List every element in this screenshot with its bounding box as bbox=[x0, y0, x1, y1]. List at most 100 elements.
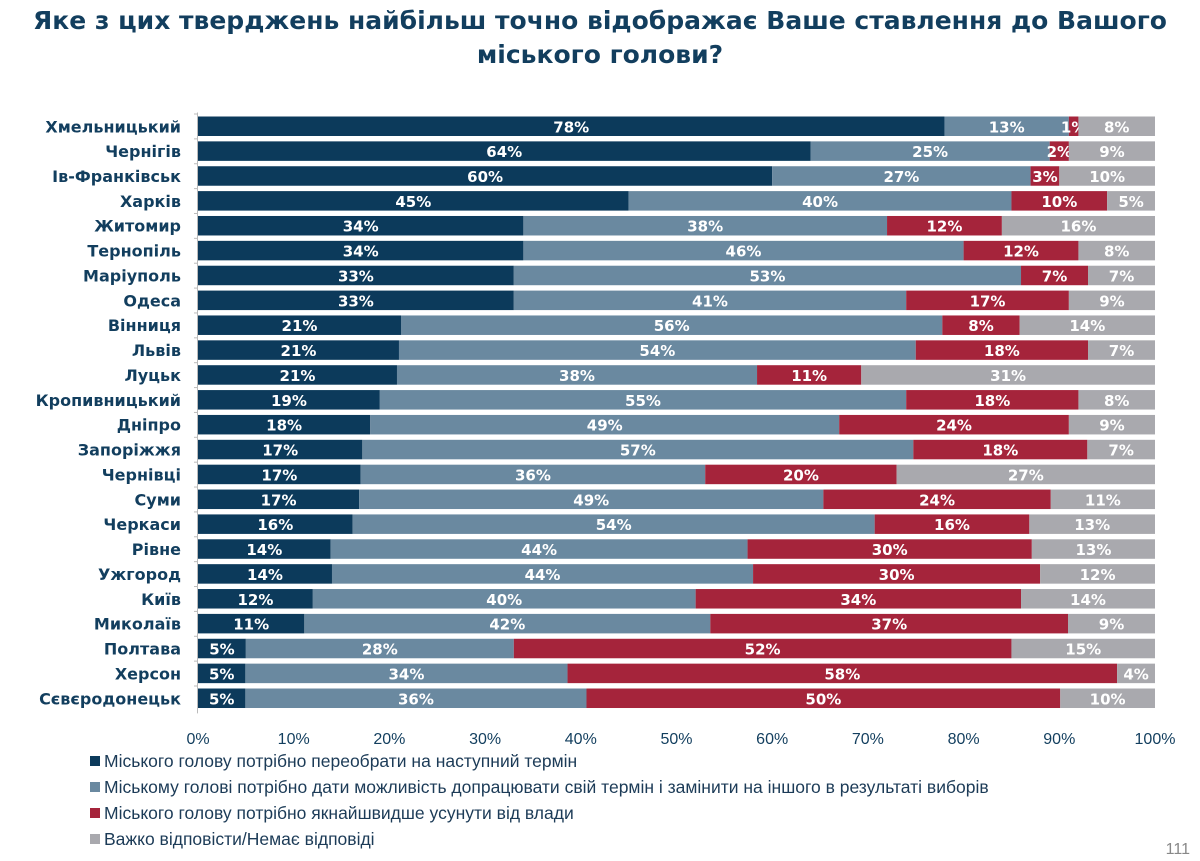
data-label: 18% bbox=[984, 342, 1020, 360]
data-label: 13% bbox=[1075, 541, 1111, 559]
data-label: 14% bbox=[1070, 591, 1106, 609]
legend-label: Важко відповісти/Немає відповіді bbox=[104, 829, 375, 849]
category-label: Луцьк bbox=[124, 366, 181, 385]
bar-segment bbox=[198, 141, 811, 161]
data-label: 53% bbox=[749, 267, 785, 285]
data-label: 17% bbox=[261, 491, 297, 509]
data-label: 60% bbox=[467, 168, 503, 186]
bar-segment bbox=[312, 589, 696, 609]
category-label: Львів bbox=[132, 341, 181, 360]
data-label: 34% bbox=[343, 243, 379, 261]
legend-item: Міського голову потрібно якнайшвидше усу… bbox=[90, 800, 989, 826]
data-label: 78% bbox=[553, 118, 589, 136]
data-label: 18% bbox=[982, 442, 1018, 460]
category-label: Житомир bbox=[94, 217, 181, 236]
page-number: 111 bbox=[1165, 841, 1190, 858]
data-label: 21% bbox=[281, 342, 317, 360]
bar-segment bbox=[198, 414, 371, 435]
data-label: 24% bbox=[919, 491, 955, 509]
data-label: 9% bbox=[1099, 417, 1124, 435]
data-label: 11% bbox=[1085, 491, 1121, 509]
bar-segment bbox=[360, 464, 706, 485]
bar-segment bbox=[330, 539, 748, 559]
x-tick-label: 90% bbox=[1043, 731, 1075, 748]
data-label: 8% bbox=[1104, 243, 1129, 261]
bar-segment bbox=[245, 638, 514, 659]
bar-segment bbox=[963, 240, 1079, 261]
data-label: 12% bbox=[237, 591, 273, 609]
bar-segment bbox=[198, 215, 524, 236]
bar-segment bbox=[198, 340, 399, 360]
bar-segment bbox=[331, 564, 754, 584]
bar-segment bbox=[913, 439, 1088, 460]
category-label: Тернопіль bbox=[87, 242, 181, 261]
bar-segment bbox=[245, 688, 587, 709]
data-label: 30% bbox=[879, 566, 915, 584]
bar-segment bbox=[198, 166, 773, 186]
data-label: 34% bbox=[389, 665, 425, 683]
data-label: 33% bbox=[338, 267, 374, 285]
category-label: Київ bbox=[141, 590, 181, 609]
legend-swatch bbox=[90, 808, 100, 818]
category-label: Запоріжжя bbox=[78, 441, 181, 460]
bar-segment bbox=[628, 191, 1012, 211]
bar-segment bbox=[896, 464, 1155, 485]
bar-segment bbox=[513, 638, 1012, 659]
bar-segment bbox=[1088, 340, 1155, 360]
bar-segment bbox=[1088, 265, 1155, 286]
data-label: 24% bbox=[936, 417, 972, 435]
data-label: 58% bbox=[824, 665, 860, 683]
data-label: 54% bbox=[639, 342, 675, 360]
data-label: 28% bbox=[362, 641, 398, 659]
data-label: 10% bbox=[1041, 193, 1077, 211]
bar-segment bbox=[757, 365, 862, 385]
category-label: Маріуполь bbox=[83, 266, 181, 285]
data-label: 9% bbox=[1099, 143, 1124, 161]
data-label: 34% bbox=[343, 218, 379, 236]
bar-segment bbox=[861, 365, 1155, 385]
data-label: 3% bbox=[1032, 168, 1057, 186]
data-label: 41% bbox=[692, 292, 728, 310]
bar-segment bbox=[198, 390, 380, 410]
data-label: 9% bbox=[1099, 616, 1124, 634]
data-label: 44% bbox=[521, 541, 557, 559]
bar-segment bbox=[772, 166, 1031, 186]
category-label: Миколаїв bbox=[94, 615, 181, 634]
bar-segment bbox=[198, 688, 246, 709]
category-label: Черкаси bbox=[103, 515, 181, 534]
data-label: 30% bbox=[872, 541, 908, 559]
bar-segment bbox=[198, 116, 945, 136]
data-label: 8% bbox=[1104, 392, 1129, 410]
category-label: Херсон bbox=[115, 664, 181, 683]
category-label: Кропивницький bbox=[36, 391, 181, 410]
bar-segment bbox=[401, 315, 943, 335]
bar-segment bbox=[198, 663, 246, 684]
bar-segment bbox=[198, 613, 305, 634]
bar-segment bbox=[198, 589, 313, 609]
x-tick-label: 20% bbox=[373, 731, 405, 748]
data-label: 49% bbox=[587, 417, 623, 435]
bar-segment bbox=[370, 414, 840, 435]
data-label: 2% bbox=[1047, 143, 1072, 161]
data-label: 13% bbox=[1074, 516, 1110, 534]
data-label: 42% bbox=[489, 616, 525, 634]
chart-title: Яке з цих тверджень найбільш точно відоб… bbox=[33, 6, 1167, 69]
data-label: 10% bbox=[1090, 690, 1126, 708]
x-tick-label: 40% bbox=[565, 731, 597, 748]
data-label: 8% bbox=[968, 317, 993, 335]
bar-segment bbox=[1078, 240, 1155, 261]
bar-segment bbox=[198, 564, 332, 584]
data-label: 57% bbox=[620, 442, 656, 460]
data-label: 27% bbox=[883, 168, 919, 186]
data-label: 33% bbox=[338, 292, 374, 310]
data-label: 21% bbox=[280, 367, 316, 385]
data-label: 13% bbox=[989, 118, 1025, 136]
legend-label: Міського голову потрібно переобрати на н… bbox=[104, 751, 578, 771]
bar-segment bbox=[1029, 514, 1155, 534]
bar-segment bbox=[198, 514, 353, 534]
legend-item: Міського голову потрібно переобрати на н… bbox=[90, 748, 989, 774]
bar-segment bbox=[1078, 116, 1155, 136]
bar-segment bbox=[523, 215, 888, 236]
bar-segment bbox=[747, 539, 1032, 559]
data-label: 45% bbox=[395, 193, 431, 211]
